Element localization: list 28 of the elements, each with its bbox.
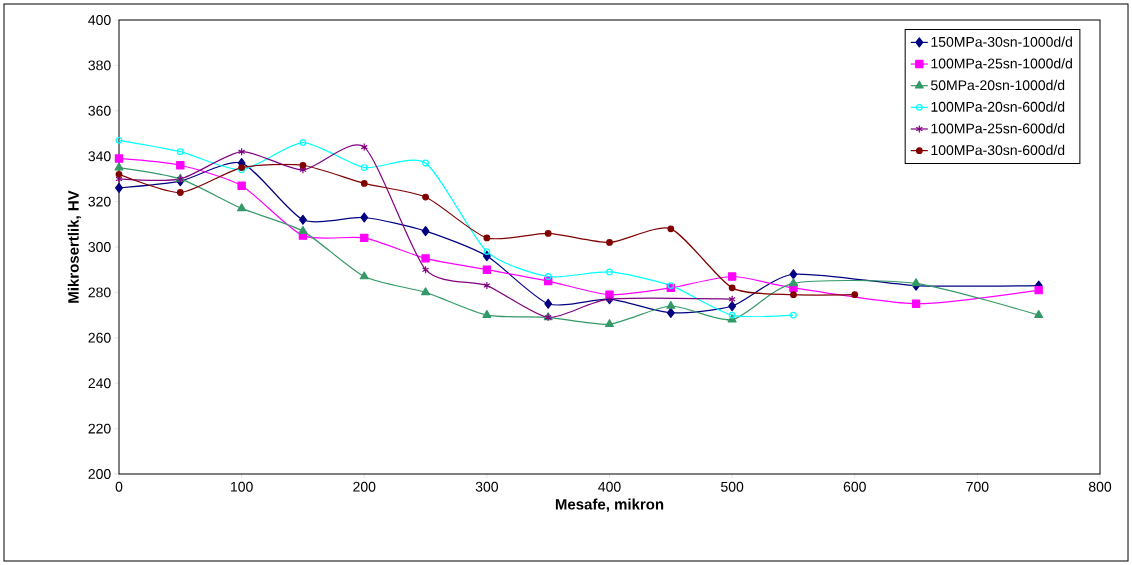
x-tick-label: 800 [1088, 481, 1112, 492]
legend-label: 100MPa-30sn-600d/d [931, 144, 1065, 156]
legend-label: 100MPa-25sn-600d/d [931, 123, 1065, 134]
x-tick-label: 100 [231, 481, 253, 492]
y-tick-label: 400 [88, 15, 111, 25]
y-tick-label: 320 [88, 196, 111, 207]
x-tick-label: 0 [115, 481, 123, 492]
y-tick-label: 360 [88, 105, 111, 116]
x-tick-label: 700 [966, 481, 989, 492]
x-tick-label: 600 [843, 481, 866, 492]
y-tick-label: 260 [88, 332, 111, 343]
y-tick-label: 300 [88, 242, 111, 252]
y-tick-label: 200 [88, 469, 111, 479]
legend-label: 100MPa-25sn-1000d/d [931, 58, 1072, 69]
legend-label: 100MPa-20sn-600d/d [931, 101, 1065, 112]
legend-label: 50MPa-20sn-1000d/d [931, 79, 1065, 91]
y-tick-label: 380 [88, 60, 111, 71]
y-tick-label: 340 [88, 151, 111, 162]
legend-label: 150MPa-30sn-1000d/d [931, 36, 1072, 47]
x-tick-label: 400 [598, 481, 621, 492]
x-axis-title: Mesafe, mikron [555, 498, 664, 512]
y-tick-label: 220 [88, 423, 111, 434]
y-axis-title: Mikrosertlik, HV [67, 190, 81, 303]
x-tick-label: 200 [353, 481, 376, 492]
x-tick-label: 300 [475, 481, 499, 492]
y-tick-label: 240 [88, 378, 111, 389]
x-tick-label: 500 [721, 481, 744, 492]
y-tick-label: 280 [88, 287, 111, 298]
